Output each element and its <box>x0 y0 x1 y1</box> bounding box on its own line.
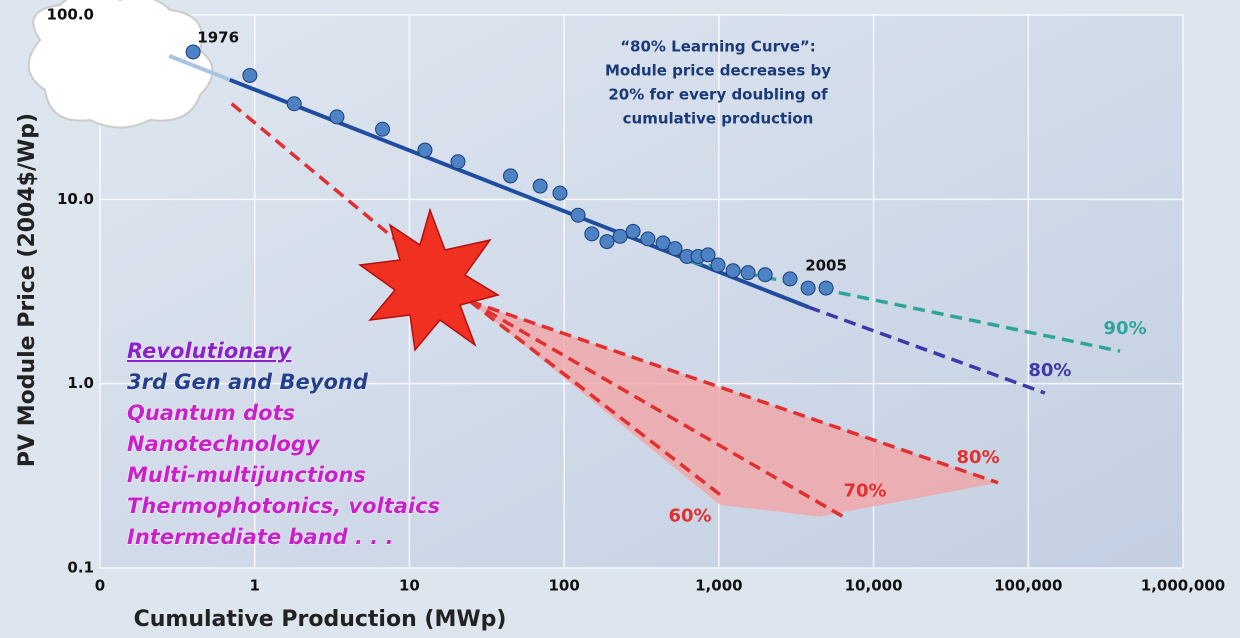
data-point <box>330 110 344 124</box>
y-tick-label: 1.0 <box>67 374 94 392</box>
y-tick-label: 100.0 <box>47 6 94 24</box>
data-point <box>451 155 465 169</box>
data-point <box>503 169 517 183</box>
side-item: Nanotechnology <box>127 432 321 456</box>
data-point <box>783 272 797 286</box>
side-item: Multi-multijunctions <box>127 463 366 487</box>
x-tick-label: 1 <box>249 577 259 595</box>
data-point <box>613 229 627 243</box>
line-label: 90% <box>1104 318 1147 339</box>
data-point <box>585 227 599 241</box>
data-point <box>801 281 815 295</box>
data-point <box>186 45 200 59</box>
data-point <box>600 235 614 249</box>
side-item: Intermediate band . . . <box>127 525 394 549</box>
annotation: “80% Learning Curve”: <box>620 38 816 56</box>
data-point <box>376 122 390 136</box>
data-point <box>726 264 740 278</box>
line-label: 80% <box>1028 360 1071 381</box>
y-axis-label: PV Module Price (2004$/Wp) <box>15 113 40 467</box>
x-tick-label: 0 <box>95 577 105 595</box>
side-heading: Revolutionary <box>127 339 293 363</box>
data-point <box>571 208 585 222</box>
data-point <box>287 97 301 111</box>
data-point <box>758 268 772 282</box>
data-point <box>533 179 547 193</box>
data-point <box>668 242 682 256</box>
line-label: 80% <box>957 447 1000 468</box>
point-label: 1976 <box>197 28 239 46</box>
x-tick-label: 100 <box>548 577 579 595</box>
side-item: Thermophotonics, voltaics <box>127 494 440 518</box>
y-tick-label: 10.0 <box>57 190 94 208</box>
y-tick-label: 0.1 <box>67 559 94 577</box>
data-point <box>243 68 257 82</box>
data-point <box>418 143 432 157</box>
data-point <box>819 281 833 295</box>
data-point <box>553 186 567 200</box>
annotation: cumulative production <box>623 110 814 128</box>
data-point <box>711 258 725 272</box>
x-tick-label: 10 <box>399 577 420 595</box>
data-point <box>741 266 755 280</box>
side-subheading: 3rd Gen and Beyond <box>127 370 369 394</box>
chart: 80% 90% 60% 70% 80% 1976 2005 “80% Learning Cur… <box>0 0 1240 638</box>
data-point <box>626 224 640 238</box>
x-tick-label: 100,000 <box>994 577 1062 595</box>
annotation: 20% for every doubling of <box>608 86 828 104</box>
x-tick-label: 10,000 <box>845 577 903 595</box>
data-point <box>641 232 655 246</box>
side-item: Quantum dots <box>127 401 295 425</box>
x-axis-label: Cumulative Production (MWp) <box>134 607 507 632</box>
x-tick-label: 1,000 <box>695 577 742 595</box>
point-label: 2005 <box>805 257 847 275</box>
x-tick-label: 1,000,000 <box>1141 577 1225 595</box>
line-label: 70% <box>844 481 887 502</box>
line-label: 60% <box>669 506 712 527</box>
annotation: Module price decreases by <box>605 62 831 80</box>
